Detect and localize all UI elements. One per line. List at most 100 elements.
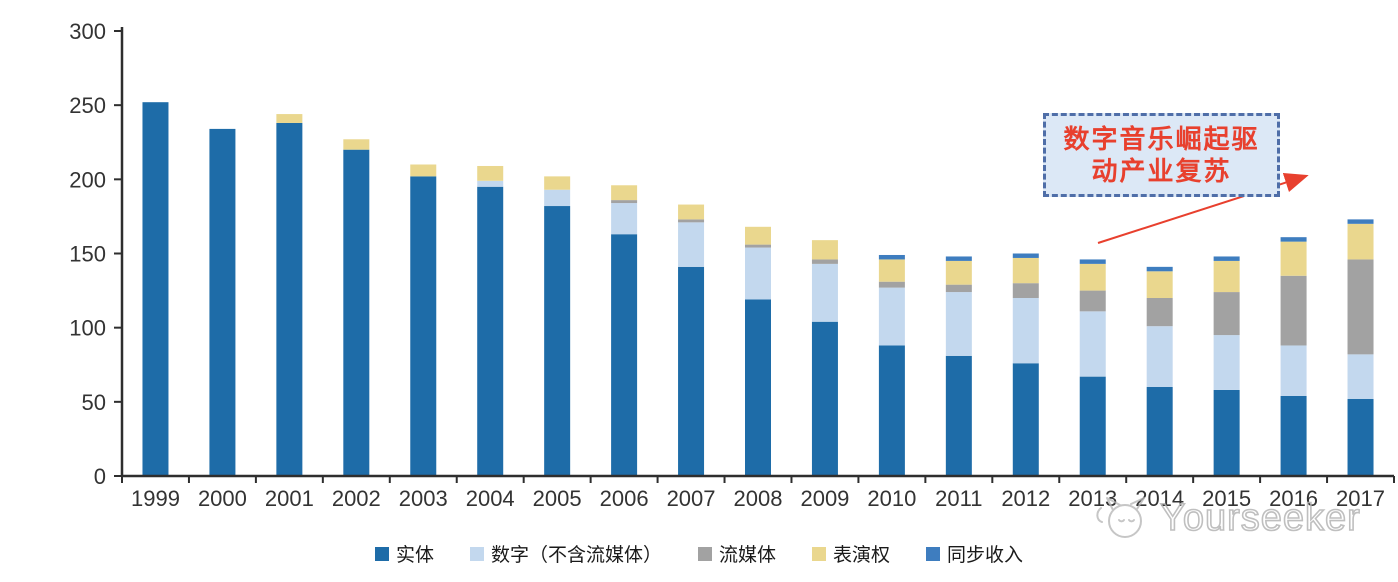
bar-segment-physical: [343, 149, 370, 476]
bar-segment-streaming: [945, 284, 972, 293]
bar-segment-physical: [1146, 387, 1173, 476]
x-axis-label: 2007: [667, 486, 716, 511]
bars-group: [142, 102, 1374, 477]
y-axis-label: 200: [69, 167, 106, 192]
annotation-callout-box: 数字音乐崛起驱 动产业复苏: [1043, 113, 1280, 197]
bar-segment-digital-excl-streaming: [544, 189, 571, 207]
x-axis-label: 2017: [1336, 486, 1385, 511]
legend-label: 数字（不含流媒体）: [490, 545, 662, 566]
bar-segment-digital-excl-streaming: [477, 180, 504, 187]
legend-item-performance-rights: 表演权: [812, 540, 890, 567]
bar-segment-streaming: [1012, 283, 1039, 298]
bar-segment-digital-excl-streaming: [1347, 354, 1374, 399]
bar-segment-digital-excl-streaming: [945, 292, 972, 356]
bar-segment-physical: [811, 321, 838, 476]
legend-label: 流媒体: [718, 545, 776, 566]
bar-segment-physical: [745, 299, 771, 476]
legend-item-digital-excl-streaming: 数字（不含流媒体）: [469, 540, 662, 567]
y-axis-label: 300: [69, 19, 106, 44]
legend-swatch-icon: [374, 546, 389, 561]
bar-segment-sync-revenue: [945, 256, 972, 261]
bar-segment-performance-rights: [945, 260, 972, 285]
bar-segment-performance-rights: [1146, 271, 1173, 298]
legend-label: 实体: [395, 545, 434, 566]
annotation-text-line2: 动产业复苏: [1091, 156, 1232, 186]
y-axis-label: 100: [69, 316, 106, 341]
x-axis-label: 2006: [600, 486, 649, 511]
bar-segment-physical: [410, 176, 437, 476]
bar-segment-streaming: [1213, 292, 1240, 336]
legend-swatch-icon: [812, 546, 826, 561]
bar-segment-performance-rights: [477, 165, 504, 181]
bar-segment-physical: [544, 206, 571, 477]
bar-segment-digital-excl-streaming: [878, 287, 905, 346]
legend-swatch-icon: [697, 546, 712, 561]
bar-segment-performance-rights: [611, 185, 638, 201]
bar-segment-performance-rights: [678, 204, 705, 220]
x-axis-label: 2012: [1001, 486, 1050, 511]
bar-segment-digital-excl-streaming: [1079, 311, 1106, 377]
x-axis-label: 2002: [332, 486, 381, 511]
y-axis-label: 50: [82, 390, 106, 415]
bar-segment-performance-rights: [745, 226, 771, 245]
y-axis-label: 0: [94, 464, 106, 489]
bar-segment-physical: [477, 186, 504, 476]
legend-item-streaming: 流媒体: [697, 540, 776, 567]
bar-segment-performance-rights: [1280, 241, 1307, 276]
bar-segment-streaming: [878, 281, 905, 288]
x-axis-label: 2000: [198, 486, 247, 511]
chart-legend: 实体 数字（不含流媒体） 流媒体 表演权 同步收入: [0, 540, 1398, 567]
bar-segment-physical: [209, 128, 236, 476]
x-axis-label: 2015: [1202, 486, 1251, 511]
bar-segment-digital-excl-streaming: [1280, 345, 1307, 396]
bar-segment-sync-revenue: [1347, 219, 1374, 224]
bar-segment-sync-revenue: [1012, 253, 1039, 258]
bar-segment-performance-rights: [1079, 263, 1106, 291]
y-axis-label: 250: [69, 93, 106, 118]
mascot-face-icon: [1096, 497, 1145, 538]
bar-segment-performance-rights: [811, 240, 838, 260]
x-axis-label: 2003: [399, 486, 448, 511]
x-axis-label: 2009: [800, 486, 849, 511]
x-axis-label: 2011: [935, 486, 982, 511]
bar-segment-performance-rights: [343, 139, 370, 150]
bar-segment-performance-rights: [276, 114, 303, 123]
x-axis-label: 2004: [466, 486, 515, 511]
bar-segment-physical: [1012, 363, 1039, 476]
bar-segment-digital-excl-streaming: [611, 203, 638, 235]
bar-segment-physical: [1347, 398, 1374, 476]
legend-item-sync-revenue: 同步收入: [926, 540, 1023, 567]
legend-swatch-icon: [926, 546, 941, 561]
bar-segment-digital-excl-streaming: [1213, 335, 1240, 390]
bar-segment-streaming: [745, 244, 771, 248]
bar-segment-sync-revenue: [1280, 237, 1307, 242]
legend-item-physical: 实体: [374, 540, 434, 567]
bar-segment-performance-rights: [544, 176, 571, 190]
bar-segment-digital-excl-streaming: [811, 263, 838, 322]
x-axis-label: 1999: [131, 486, 180, 511]
bar-segment-streaming: [811, 259, 838, 264]
bar-segment-performance-rights: [410, 164, 437, 177]
bar-segment-sync-revenue: [1146, 266, 1173, 272]
bar-segment-digital-excl-streaming: [1146, 326, 1173, 387]
bar-segment-physical: [1213, 389, 1240, 476]
legend-label: 表演权: [833, 545, 891, 566]
bar-segment-streaming: [678, 219, 705, 223]
bar-segment-physical: [611, 234, 638, 476]
bar-segment-streaming: [1146, 298, 1173, 327]
bar-segment-sync-revenue: [1079, 259, 1106, 264]
y-axis-label: 150: [69, 242, 106, 267]
annotation-text-line1: 数字音乐崛起驱: [1063, 123, 1260, 154]
bar-segment-digital-excl-streaming: [745, 247, 771, 300]
legend-swatch-icon: [469, 546, 484, 561]
bar-segment-sync-revenue: [1213, 256, 1240, 261]
bar-segment-performance-rights: [1347, 223, 1374, 260]
bar-segment-physical: [678, 266, 705, 476]
x-axis-label: 2016: [1269, 486, 1318, 511]
bar-segment-streaming: [1280, 275, 1307, 346]
bar-segment-performance-rights: [1012, 257, 1039, 284]
bar-segment-performance-rights: [1213, 260, 1240, 293]
bar-segment-physical: [1079, 376, 1106, 476]
watermark: Yourseeker: [1092, 494, 1361, 542]
